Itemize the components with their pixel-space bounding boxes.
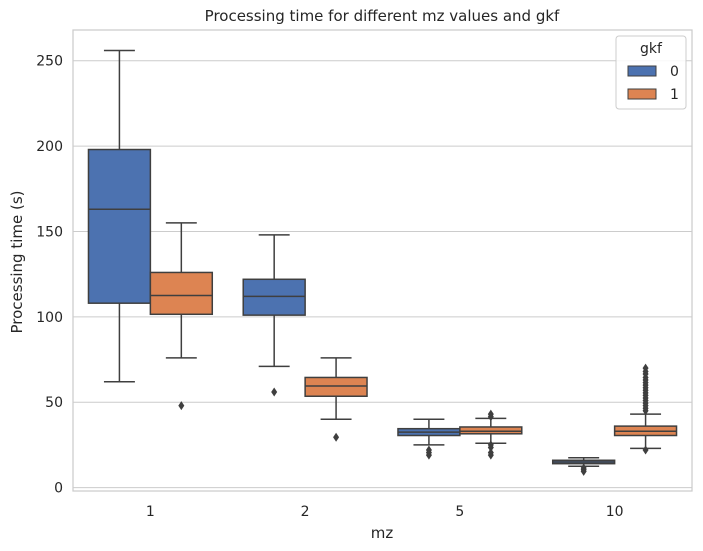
outlier-point [487, 440, 494, 450]
outlier-point [580, 463, 587, 473]
legend-swatch-1 [627, 88, 657, 100]
outlier-point [487, 409, 494, 419]
legend-label-0: 0 [670, 64, 679, 80]
outlier-point [642, 445, 649, 455]
y-tick-label-250: 250 [36, 54, 63, 70]
y-tick-label-200: 200 [36, 139, 63, 155]
outlier-point [425, 445, 432, 455]
box-iqr [149, 271, 214, 316]
box-gkf0-mz10 [551, 456, 616, 476]
chart-title: Processing time for different mz values … [205, 7, 560, 25]
y-tick-label-150: 150 [36, 224, 63, 240]
grid [73, 60, 692, 489]
y-tick-label-50: 50 [45, 395, 63, 411]
outlier-point [487, 448, 494, 458]
box-gkf1-mz5 [459, 409, 523, 460]
box-iqr [242, 278, 306, 316]
outlier-point [333, 432, 340, 442]
box-gkf1-mz10 [613, 363, 678, 455]
x-tick-label-2: 2 [301, 504, 310, 520]
legend-swatch-0 [627, 65, 657, 77]
legend-title: gkf [640, 41, 663, 57]
outlier-point [178, 401, 185, 411]
legend: gkf 0 1 [615, 35, 687, 110]
x-tick-label-1: 1 [146, 504, 155, 520]
outlier-point [271, 387, 278, 397]
box-iqr [304, 376, 368, 397]
x-axis-ticks: 1 2 5 10 [146, 504, 624, 520]
x-tick-label-10: 10 [606, 504, 624, 520]
box-gkf0-mz2 [242, 234, 306, 397]
box-iqr [459, 426, 523, 435]
box-iqr [87, 148, 152, 304]
x-tick-label-5: 5 [455, 504, 464, 520]
box-gkf0-mz1 [87, 49, 152, 383]
y-axis-ticks: 0 50 100 150 200 250 [36, 54, 63, 497]
boxes [87, 49, 678, 476]
box-gkf1-mz1 [149, 222, 214, 411]
y-tick-label-0: 0 [54, 481, 63, 497]
outlier-point [642, 363, 649, 373]
box-gkf1-mz2 [304, 357, 368, 442]
y-axis-label: Processing time (s) [8, 190, 26, 333]
plot-area-frame [72, 29, 693, 492]
box-gkf0-mz5 [397, 418, 461, 460]
legend-label-1: 1 [670, 87, 679, 103]
x-axis-label: mz [371, 524, 394, 542]
y-tick-label-100: 100 [36, 310, 63, 326]
